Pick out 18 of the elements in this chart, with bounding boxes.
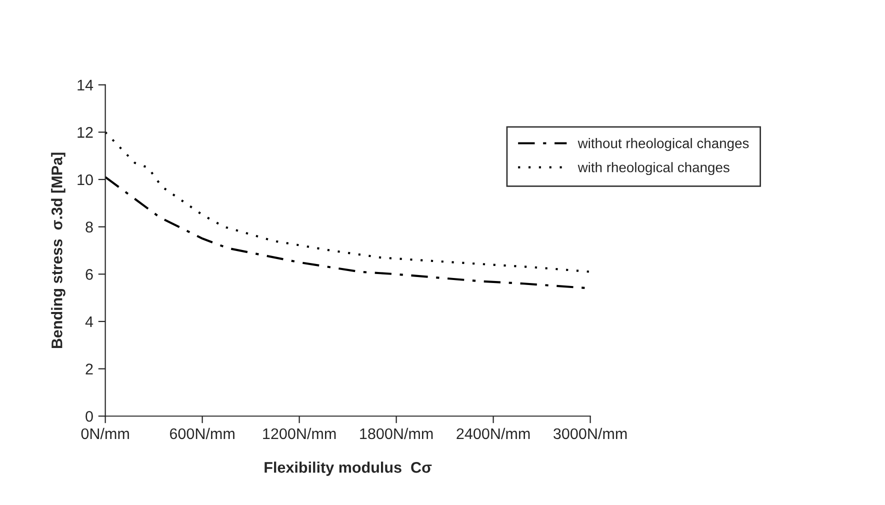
y-tick-label: 0 bbox=[86, 410, 93, 422]
y-tick-label: 14 bbox=[78, 80, 94, 90]
x-axis-title: Flexibility modulus Cσ bbox=[264, 462, 432, 476]
y-tick-label: 6 bbox=[86, 269, 93, 280]
legend-label: with rheological changes bbox=[578, 162, 730, 176]
y-tick-label: 10 bbox=[78, 174, 93, 186]
x-tick-label: 3000N/mm bbox=[554, 428, 627, 440]
y-tick-label: 12 bbox=[78, 127, 93, 138]
y-axis-title: Bending stress σ.3d [MPa] bbox=[51, 152, 66, 348]
x-tick-label: 0N/mm bbox=[81, 428, 129, 440]
y-tick-label: 8 bbox=[86, 222, 93, 233]
x-tick-label: 1200N/mm bbox=[263, 428, 336, 440]
y-tick-label: 4 bbox=[85, 316, 94, 328]
x-tick-label: 2400N/mm bbox=[456, 428, 530, 440]
x-tick-label: 600N/mm bbox=[170, 428, 234, 440]
y-tick-label: 2 bbox=[86, 364, 93, 374]
legend-label: without rheological changes bbox=[578, 138, 749, 151]
x-tick-label: 1800N/mm bbox=[360, 428, 433, 440]
